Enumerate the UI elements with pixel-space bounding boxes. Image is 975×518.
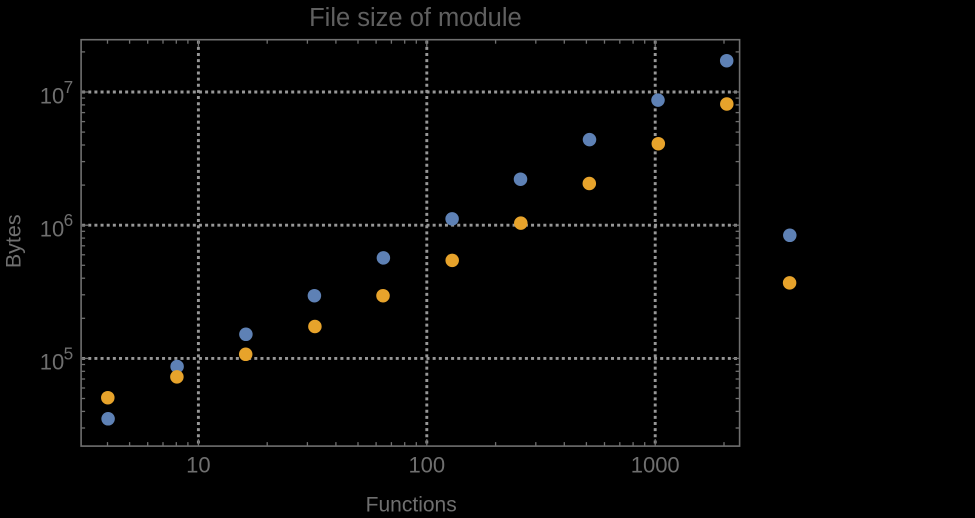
svg-text:7: 7 (64, 77, 74, 97)
svg-text:Bytes: Bytes (1, 214, 25, 268)
svg-text:100: 100 (408, 453, 445, 478)
svg-text:10: 10 (40, 350, 64, 375)
svg-text:10: 10 (40, 217, 64, 242)
svg-text:10: 10 (186, 453, 210, 478)
svg-text:1000: 1000 (631, 453, 680, 478)
svg-text:10: 10 (40, 83, 64, 108)
svg-text:6: 6 (64, 210, 74, 230)
svg-text:File size of module: File size of module (309, 4, 522, 32)
svg-text:5: 5 (64, 343, 74, 363)
svg-text:Functions: Functions (366, 494, 457, 514)
